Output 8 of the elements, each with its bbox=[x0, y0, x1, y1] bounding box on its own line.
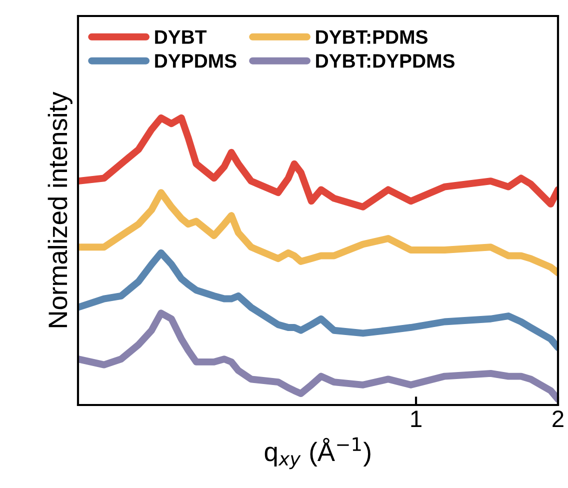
x-tick-label: 1 bbox=[411, 410, 422, 427]
legend-label: DYBT:DYPDMS bbox=[316, 54, 454, 68]
x-tick-label: 2 bbox=[552, 410, 564, 427]
y-axis-title: Normalized intensity bbox=[48, 92, 72, 328]
x-axis-title: q$_{xy}$ (Å$^{−1}$) bbox=[264, 437, 370, 470]
legend-label: DYPDMS bbox=[155, 54, 236, 68]
legend-label: DYBT bbox=[155, 30, 207, 44]
legend-label: DYBT:PDMS bbox=[316, 30, 428, 44]
